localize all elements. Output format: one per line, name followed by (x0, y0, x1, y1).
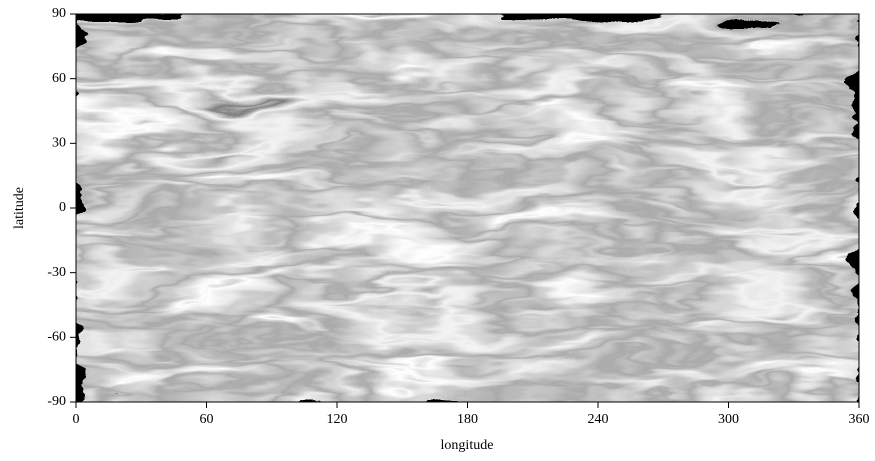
x-tick-label: 240 (588, 412, 609, 427)
x-axis-label: longitude (441, 438, 494, 453)
y-tick-label: 0 (59, 200, 66, 215)
y-tick-label: 90 (52, 6, 66, 21)
y-tick-label: 60 (52, 71, 66, 86)
x-tick-label: 60 (200, 412, 214, 427)
x-tick-label: 300 (718, 412, 739, 427)
y-tick-label: -30 (47, 265, 66, 280)
x-tick-label: 180 (457, 412, 478, 427)
chart: longitude latitude 060120180240300360-90… (0, 0, 875, 461)
y-tick-label: -60 (47, 330, 66, 345)
x-tick-label: 120 (327, 412, 348, 427)
x-tick-label: 0 (73, 412, 80, 427)
field-image (76, 14, 859, 402)
y-axis-label: latitude (12, 187, 27, 229)
y-tick-label: 30 (52, 136, 66, 151)
x-tick-label: 360 (849, 412, 870, 427)
y-tick-label: -90 (47, 394, 66, 409)
